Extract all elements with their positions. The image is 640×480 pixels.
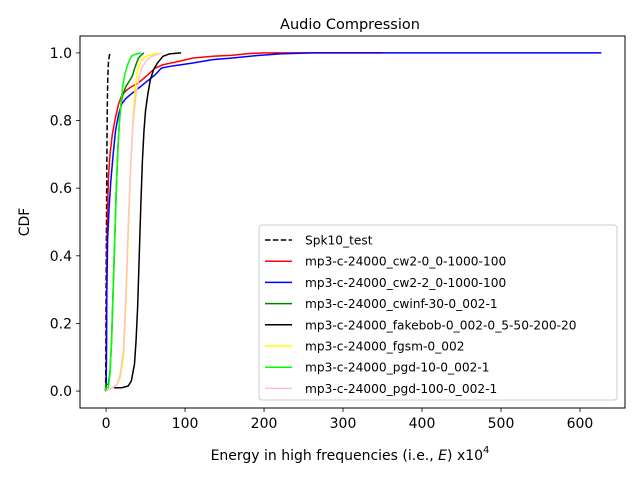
y-tick-label: 0.6 (50, 181, 72, 197)
series-line-7 (104, 52, 142, 392)
y-axis-ticks: 0.0 0.2 0.4 0.6 0.8 1.0 (50, 46, 80, 400)
chart-title: Audio Compression (280, 17, 420, 33)
plot-frame (79, 35, 626, 409)
series-line-8 (105, 52, 162, 392)
legend-box (258, 224, 618, 401)
y-tick-label: 1.0 (50, 46, 72, 62)
series-line-5 (113, 52, 182, 389)
y-tick-label: 0.8 (50, 114, 72, 130)
x-tick-label: 400 (409, 416, 436, 432)
x-axis-ticks: 0 100 200 300 400 500 600 (102, 408, 594, 432)
x-tick-label: 600 (567, 416, 594, 432)
legend-label: mp3-c-24000_fgsm-0_002 (305, 340, 464, 354)
x-tick-label: 500 (488, 416, 515, 432)
series-layer (104, 52, 602, 392)
y-tick-label: 0.0 (50, 384, 72, 400)
legend-label: mp3-c-24000_cw2-2_0-1000-100 (305, 276, 506, 290)
legend-label: mp3-c-24000_fakebob-0_002-0_5-50-200-20 (305, 318, 577, 332)
legend-label: Spk10_test (305, 234, 373, 248)
series-line-3 (105, 52, 602, 392)
y-tick-label: 0.2 (50, 316, 72, 332)
legend-label: mp3-c-24000_pgd-10-0_002-1 (305, 361, 490, 375)
x-tick-label: 0 (102, 416, 111, 432)
y-axis-label: CDF (17, 208, 33, 237)
y-tick-label: 0.4 (50, 249, 72, 265)
x-tick-label: 100 (172, 416, 199, 432)
legend-label: mp3-c-24000_cwinf-30-0_002-1 (305, 297, 498, 311)
legend-label: mp3-c-24000_cw2-0_0-1000-100 (305, 255, 506, 269)
x-tick-label: 300 (330, 416, 357, 432)
legend-label: mp3-c-24000_pgd-100-0_002-1 (305, 382, 497, 396)
x-axis-label: Energy in high frequencies (i.e., E) x10… (211, 445, 490, 464)
legend: Spk10_test mp3-c-24000_cw2-0_0-1000-100mp… (258, 224, 618, 401)
x-tick-label: 200 (251, 416, 278, 432)
